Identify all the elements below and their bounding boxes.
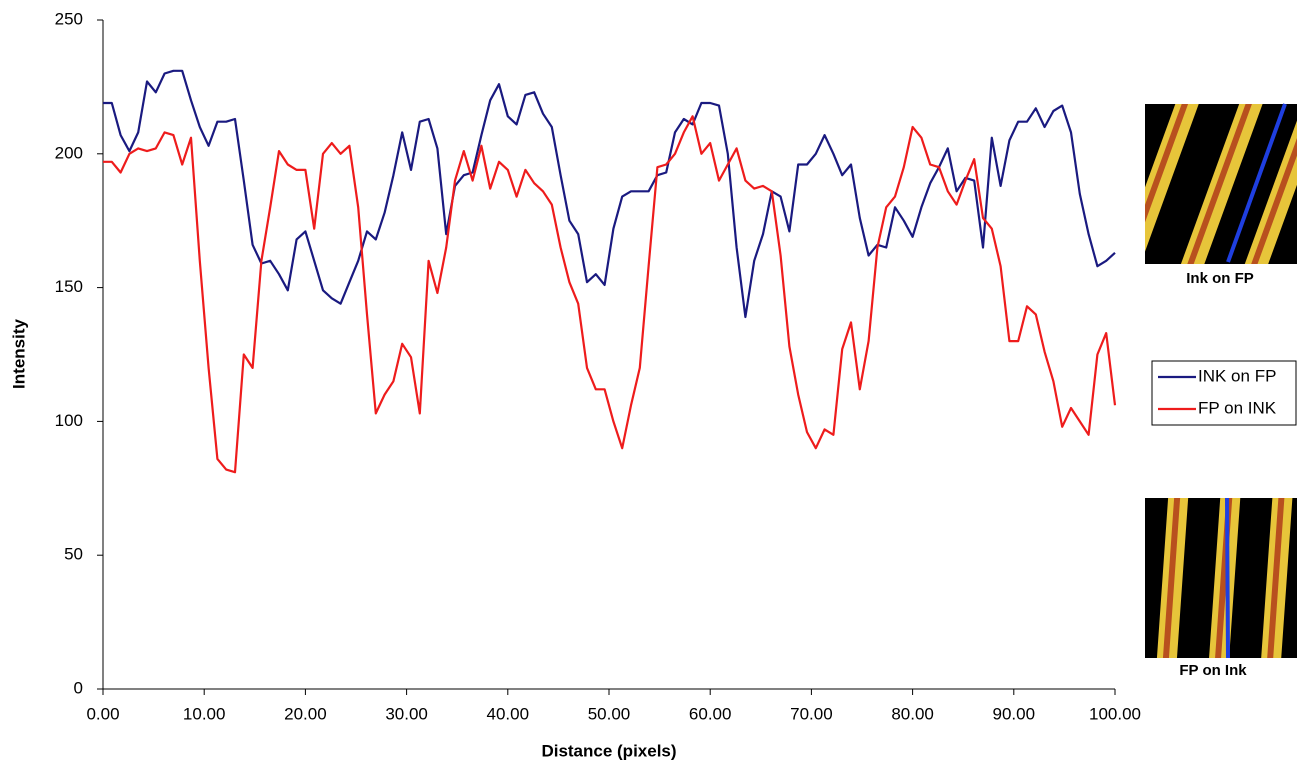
series-line (103, 71, 1115, 317)
x-tick-label: 70.00 (790, 704, 833, 723)
y-tick-label: 250 (55, 9, 83, 28)
x-tick-label: 100.00 (1089, 704, 1141, 723)
x-tick-label: 80.00 (891, 704, 934, 723)
series-line (103, 116, 1115, 472)
y-tick-label: 50 (64, 545, 83, 564)
page: Intensity Distance (pixels) INK on FP FP … (0, 0, 1297, 767)
chart: Intensity Distance (pixels) INK on FP FP … (0, 0, 1297, 767)
x-tick-label: 10.00 (183, 704, 226, 723)
image-fp-on-ink: FP on Ink (1145, 498, 1297, 679)
image-caption: FP on Ink (1179, 662, 1247, 679)
y-tick-label: 200 (55, 143, 83, 162)
micrograph (1145, 498, 1297, 658)
y-axis-title: Intensity (9, 319, 28, 389)
legend: INK on FP FP on INK (1152, 361, 1296, 425)
legend-label: INK on FP (1198, 366, 1276, 385)
y-tick-label: 0 (74, 678, 83, 697)
x-tick-label: 20.00 (284, 704, 327, 723)
x-tick-label: 50.00 (588, 704, 631, 723)
x-tick-label: 0.00 (86, 704, 119, 723)
image-ink-on-fp: Ink on FP (1145, 104, 1297, 287)
legend-label: FP on INK (1198, 398, 1277, 417)
x-tick-label: 40.00 (487, 704, 530, 723)
x-tick-label: 30.00 (385, 704, 428, 723)
y-tick-label: 100 (55, 411, 83, 430)
x-tick-label: 60.00 (689, 704, 732, 723)
x-tick-label: 90.00 (993, 704, 1036, 723)
micrograph (1145, 104, 1297, 264)
image-caption: Ink on FP (1186, 270, 1254, 287)
y-tick-label: 150 (55, 277, 83, 296)
x-axis-title: Distance (pixels) (541, 741, 676, 760)
profile-line (1227, 498, 1228, 658)
